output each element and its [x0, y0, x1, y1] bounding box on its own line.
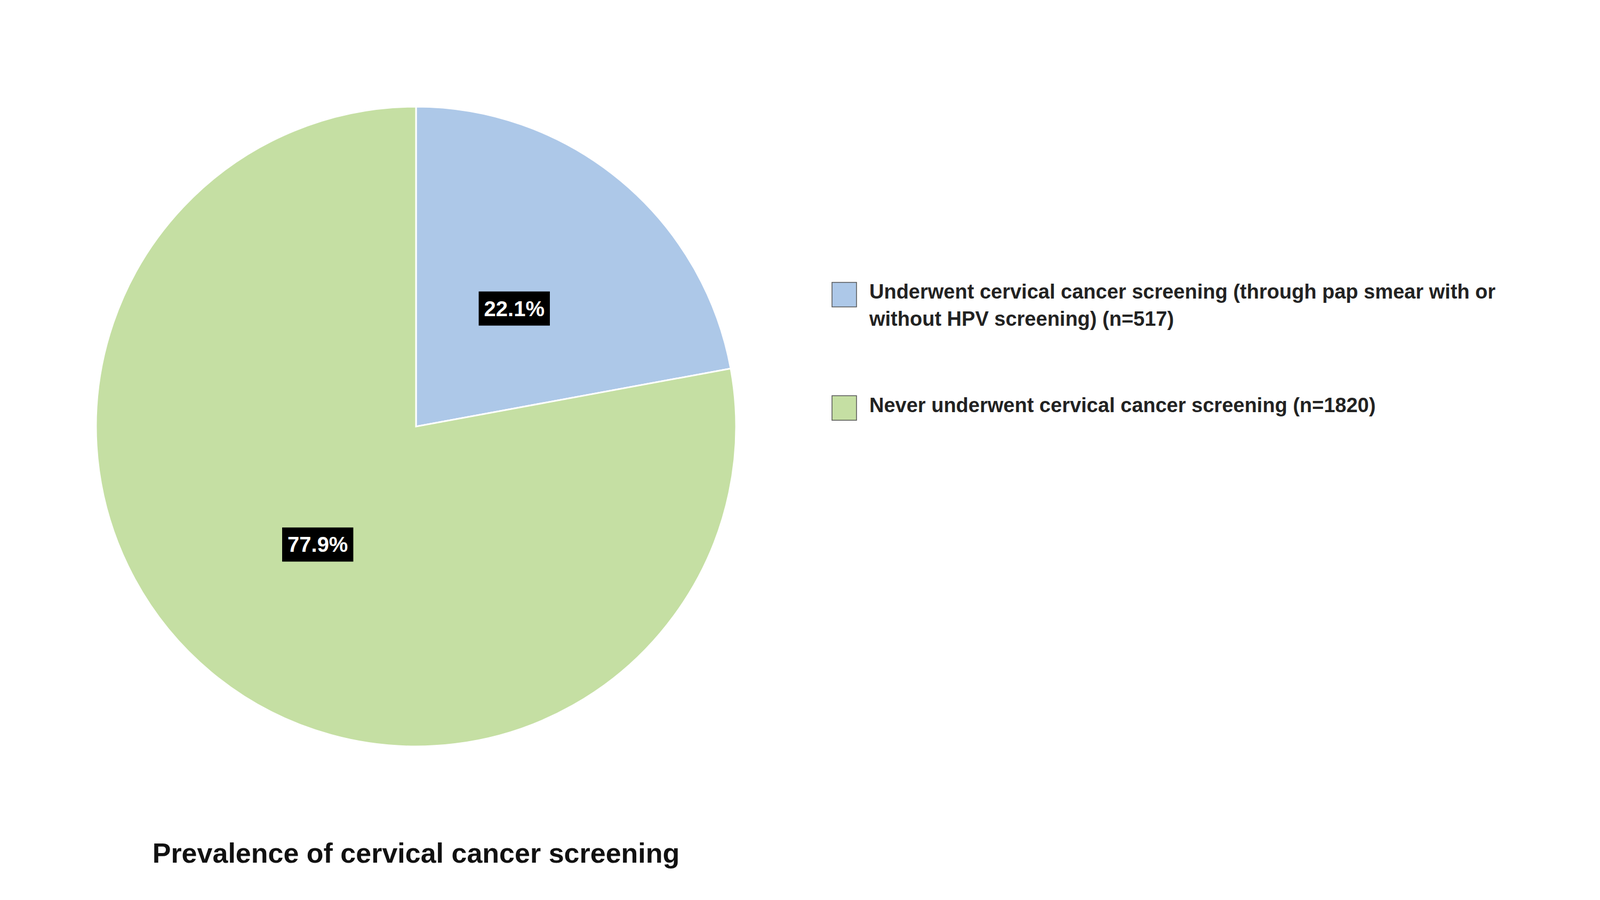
data-label: 22.1%	[484, 297, 545, 321]
legend-label-line: Never underwent cervical cancer screenin…	[869, 394, 1376, 417]
chart-title: Prevalence of cervical cancer screening	[152, 837, 680, 869]
data-label-group: 22.1%	[478, 291, 550, 326]
legend: Underwent cervical cancer screening (thr…	[832, 280, 1496, 421]
data-label: 77.9%	[287, 532, 348, 557]
data-label-background	[282, 527, 354, 562]
legend-label: Never underwent cervical cancer screenin…	[869, 394, 1376, 417]
data-label-group: 77.9%	[282, 527, 354, 562]
pie	[96, 106, 736, 747]
legend-swatch	[832, 282, 857, 308]
data-labels: 22.1% 77.9%	[282, 291, 550, 563]
legend-label-line: without HPV screening) (n=517)	[868, 307, 1174, 331]
legend-swatch	[832, 395, 857, 421]
chart: 22.1% 77.9% Underwent cervical cancer scre…	[0, 0, 1600, 900]
pie-slice	[96, 106, 736, 747]
data-label-background	[478, 291, 550, 326]
legend-label-line: Underwent cervical cancer screening (thr…	[869, 280, 1496, 303]
legend-label: Underwent cervical cancer screening (thr…	[868, 280, 1496, 331]
